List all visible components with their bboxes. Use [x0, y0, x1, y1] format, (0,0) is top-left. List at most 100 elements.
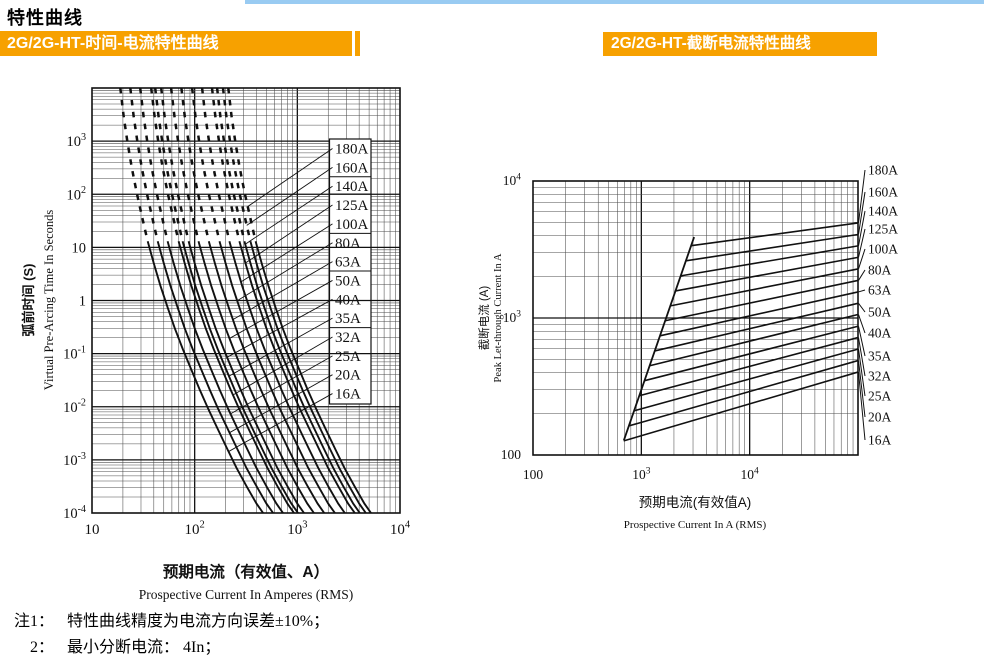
leader-line-32A [232, 336, 333, 396]
top-divider-line [245, 0, 984, 4]
leader-line-125A [245, 204, 333, 264]
x-axis-title-en: Prospective Current In A (RMS) [624, 519, 767, 531]
leader-line-80A [236, 242, 333, 302]
x-tick-label: 104 [741, 466, 760, 482]
rating-label-16A: 16A [868, 433, 892, 448]
rating-label-20A: 20A [335, 368, 361, 384]
time-current-axis-labels: 10 102 103 10410310210110-110-210-310-4预期电流… [21, 132, 411, 602]
curve-100A [228, 241, 346, 514]
curve-50A [197, 241, 315, 514]
time-current-chart: 180A 160A 140A 125A 100A 80A 63A 50A 40A 35A 32A 25… [21, 87, 411, 602]
leader-line-80A [858, 269, 866, 281]
banner-time-current: 2G/2G-HT-时间-电流特性曲线 [0, 31, 352, 56]
curve-32A [177, 241, 295, 514]
y-tick-label: 103 [66, 132, 86, 150]
leader-line-63A [858, 289, 866, 293]
fan-line-32A [639, 336, 859, 397]
plot-frame [532, 180, 859, 456]
footnotes: 注1： 特性曲线精度为电流方向误差±10%； 2： 最小分断电流： 4In； [8, 609, 329, 658]
leader-line-16A [858, 372, 866, 441]
leader-line-160A [246, 166, 333, 226]
page-title: 特性曲线 [7, 8, 83, 28]
footnote-1-text: 特性曲线精度为电流方向误差±10%； [67, 613, 330, 630]
leader-line-125A [858, 228, 866, 258]
rating-label-140A: 140A [868, 204, 898, 219]
x-tick-label: 10 [85, 522, 100, 538]
cutoff-grid [533, 181, 858, 455]
footnote-2-text: 最小分断电流： 4In； [67, 639, 221, 656]
footnote-2-label: 2： [29, 639, 54, 656]
rating-label-40A: 40A [868, 326, 892, 341]
x-tick-label: 100 [523, 467, 544, 482]
x-tick-label: 103 [632, 466, 651, 482]
leader-line-16A [228, 393, 333, 452]
legend-box-border [328, 138, 372, 405]
rating-label-100A: 100A [335, 217, 369, 233]
cutoff-axis-labels: 100 103 104 104 103 100 预期电流(有效值A) Prospective … [477, 172, 767, 531]
leader-line-63A [232, 261, 333, 320]
curve-16A [146, 241, 264, 514]
fan-line-50A [654, 302, 859, 352]
y-axis-title-cn: 截断电流 (A) [477, 286, 491, 351]
curve-125A [238, 241, 356, 514]
y-tick-label: 10-1 [63, 345, 86, 363]
fan-line-25A [633, 348, 859, 412]
rating-label-50A: 50A [335, 273, 361, 289]
leader-line-50A [858, 303, 866, 313]
y-tick-label: 103 [503, 309, 522, 325]
x-tick-label: 104 [390, 520, 411, 538]
rating-label-32A: 32A [868, 369, 892, 384]
curve-50A-upper [169, 87, 200, 242]
rating-label-50A: 50A [868, 305, 892, 320]
fan-line-40A [649, 313, 859, 367]
footnote-2: 2： 最小分断电流： 4In； [8, 635, 329, 658]
curve-32A-upper [149, 87, 180, 242]
cutoff-current-chart: 180A 160A 140A 125A 100A 80A 63A 50A 40A 35A 32A 25… [477, 163, 898, 532]
fan-line-20A [628, 359, 859, 427]
leader-line-180A [247, 148, 333, 207]
curve-40A [187, 241, 305, 514]
rating-label-16A: 16A [335, 387, 361, 403]
leader-line-40A [226, 298, 333, 358]
leader-line-32A [858, 337, 866, 377]
rating-label-100A: 100A [868, 242, 898, 257]
fan-line-160A [685, 233, 859, 262]
leader-line-180A [858, 169, 866, 224]
y-axis-title-cn: 弧前时间 (S) [21, 264, 36, 337]
fan-line-125A [675, 256, 859, 292]
leader-line-140A [244, 185, 333, 245]
footnote-1-label: 注1： [13, 613, 54, 630]
leader-line-100A [240, 223, 333, 283]
footnote-1: 注1： 特性曲线精度为电流方向误差±10%； [8, 609, 329, 635]
rating-label-25A: 25A [335, 349, 361, 365]
fan-line-35A [644, 325, 859, 382]
leader-line-160A [858, 191, 866, 235]
rating-label-125A: 125A [335, 198, 369, 214]
curve-20A [156, 241, 274, 514]
fan-line-140A [680, 245, 859, 277]
curve-140A [243, 241, 361, 514]
curve-25A-upper [138, 87, 169, 242]
leader-line-50A [229, 280, 333, 339]
banner-cutoff-current: 2G/2G-HT-截断电流特性曲线 [603, 32, 877, 56]
curve-80A-upper [190, 87, 221, 242]
y-tick-label: 104 [503, 172, 522, 188]
curve-125A-upper [210, 87, 241, 242]
y-axis-title-en: Virtual Pre-Arcing Time In Seconds [42, 210, 56, 391]
rating-label-125A: 125A [868, 222, 898, 237]
leader-line-25A [230, 355, 333, 415]
curve-180A [254, 241, 372, 514]
cutoff-fan-lines: 180A 160A 140A 125A 100A 80A 63A 50A 40A 35A 32A 25… [623, 163, 898, 448]
fan-line-16A [623, 371, 859, 442]
curve-25A [166, 241, 284, 514]
fan-line-80A [665, 279, 859, 322]
curve-80A [218, 241, 336, 514]
prospective-peak-line [623, 236, 695, 441]
leader-line-140A [858, 210, 866, 246]
leader-line-100A [858, 248, 866, 270]
rating-label-40A: 40A [335, 292, 361, 308]
rating-label-160A: 160A [868, 185, 898, 200]
rating-label-80A: 80A [335, 236, 361, 252]
leader-line-35A [228, 317, 333, 377]
